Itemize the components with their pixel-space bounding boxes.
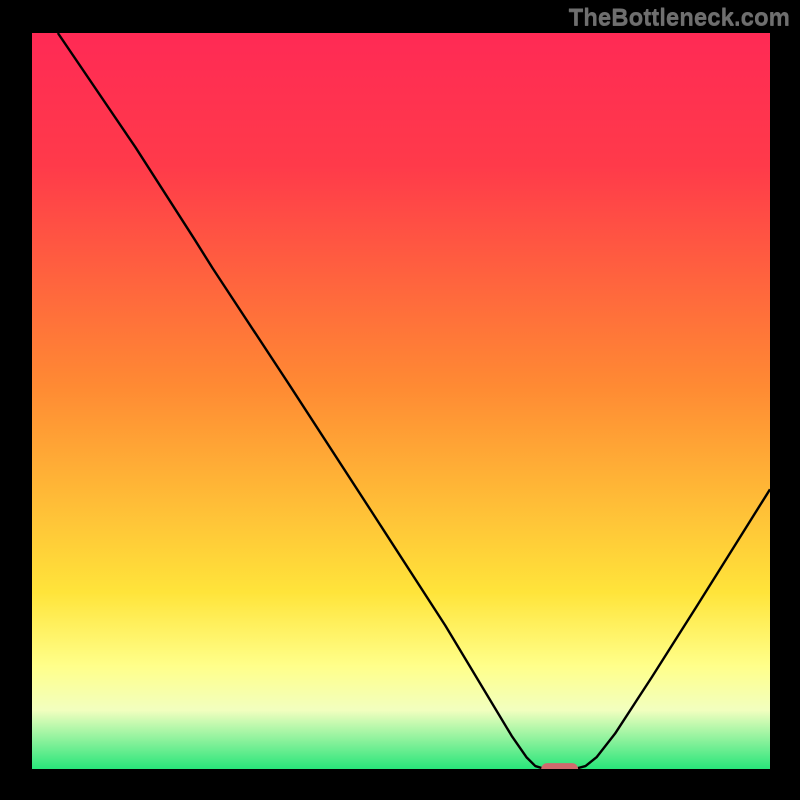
optimal-marker [541,763,578,769]
watermark-text: TheBottleneck.com [569,4,790,32]
bottleneck-curve [58,33,770,769]
chart-svg-layer [32,33,770,769]
chart-plot-area [32,33,770,769]
